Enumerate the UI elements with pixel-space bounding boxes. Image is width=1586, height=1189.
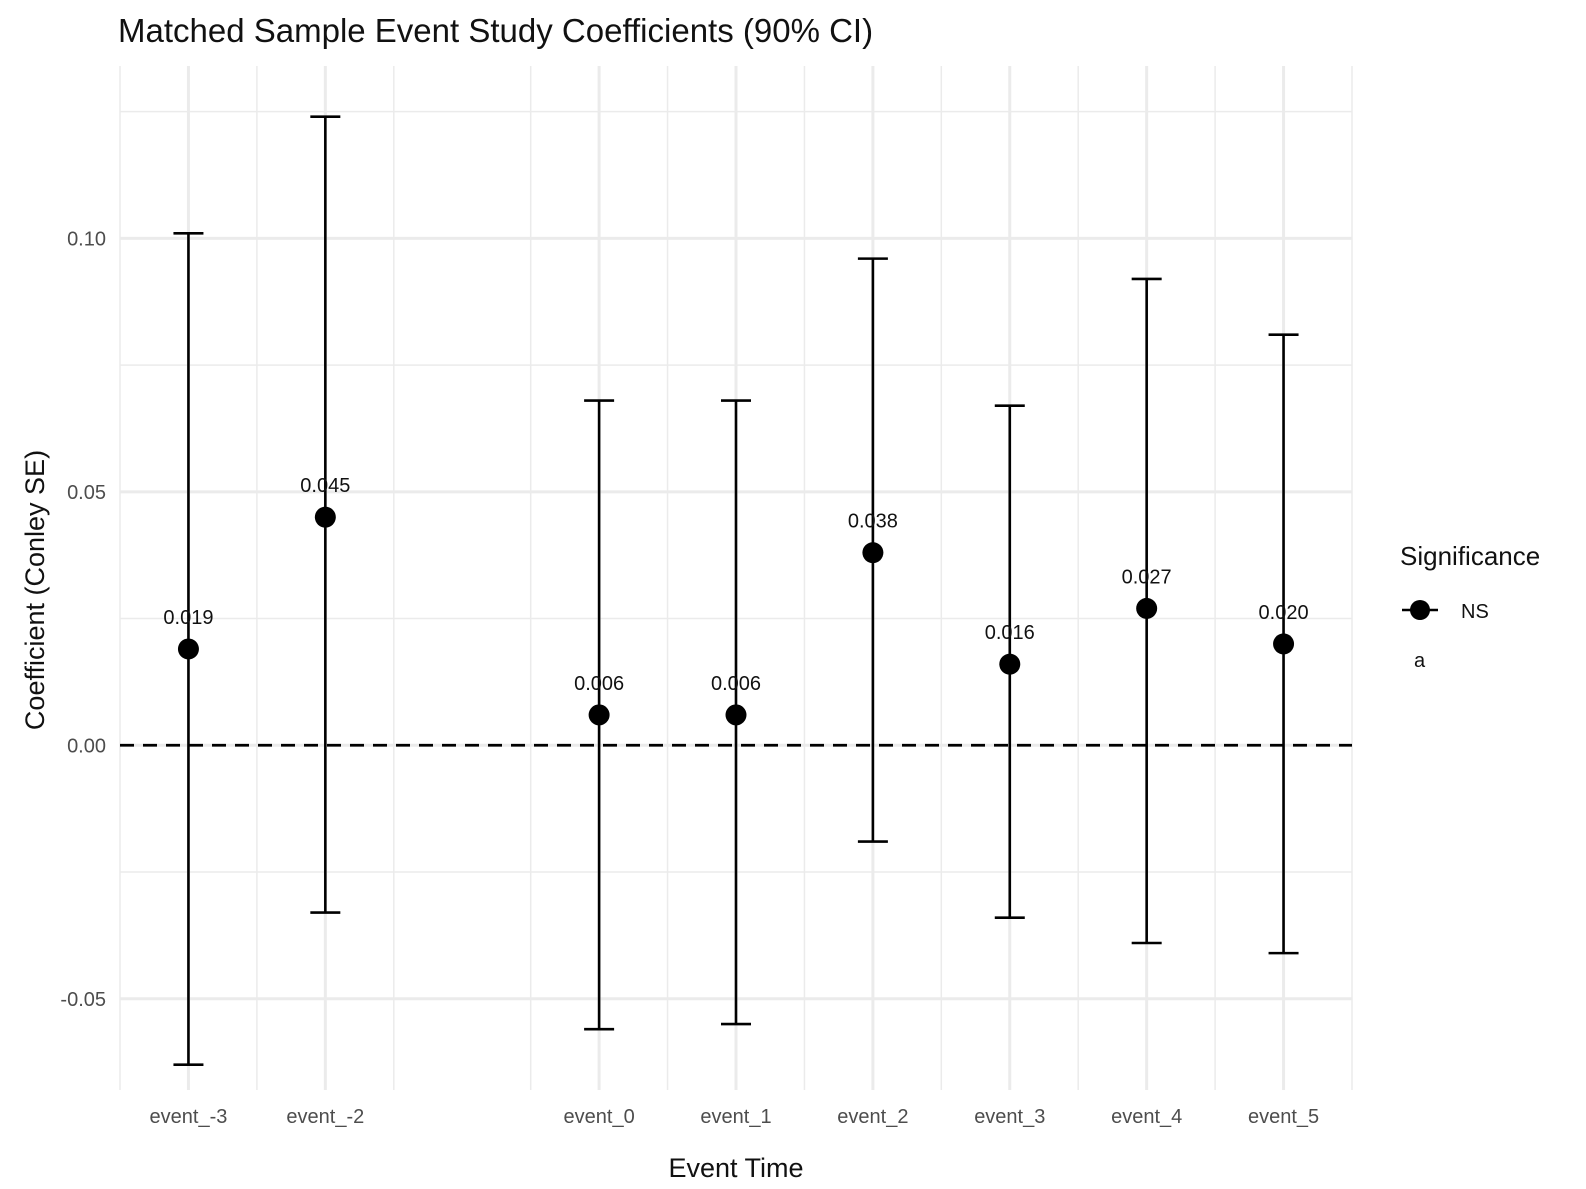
legend-label-ns: NS [1461,601,1489,623]
y-tick-label: -0.05 [60,989,106,1011]
legend-title: Significance [1400,541,1540,571]
data-point [862,542,884,564]
data-point [725,704,747,726]
data-label: 0.020 [1259,602,1309,624]
chart-title: Matched Sample Event Study Coefficients … [118,12,873,49]
y-tick-label: 0.00 [67,735,106,757]
x-tick-label: event_3 [974,1106,1045,1128]
data-point [1273,633,1295,655]
data-label: 0.045 [300,475,350,497]
y-tick-label: 0.10 [67,228,106,250]
legend-extra-label: a [1414,650,1426,672]
data-point [177,638,199,660]
data-label: 0.006 [574,673,624,695]
x-axis-title: Event Time [668,1153,803,1183]
data-point [314,506,336,528]
x-tick-label: event_1 [700,1106,771,1128]
x-tick-label: event_2 [837,1106,908,1128]
x-axis-ticks: event_-3 event_-2 event_0 event_1 event_2 eve… [150,1106,1320,1128]
data-points [177,506,1295,726]
x-tick-label: event_-2 [286,1106,364,1128]
legend-key-point [1410,600,1430,620]
x-tick-label: event_5 [1248,1106,1319,1128]
data-labels: 0.019 0.045 0.006 0.006 0.038 0.016 0.027 0.020 [163,475,1308,695]
y-axis-ticks: -0.05 0.00 0.05 0.10 [60,228,106,1010]
data-point [1136,597,1158,619]
data-label: 0.038 [848,511,898,533]
data-label: 0.027 [1122,566,1172,588]
data-point [588,704,610,726]
y-axis-title: Coefficient (Conley SE) [20,450,50,730]
data-label: 0.019 [163,607,213,629]
data-label: 0.006 [711,673,761,695]
data-point [999,653,1021,675]
x-tick-label: event_4 [1111,1106,1182,1128]
x-tick-label: event_-3 [150,1106,228,1128]
y-tick-label: 0.05 [67,482,106,504]
data-label: 0.016 [985,622,1035,644]
legend: Significance NS a [1400,541,1540,672]
x-tick-label: event_0 [564,1106,635,1128]
